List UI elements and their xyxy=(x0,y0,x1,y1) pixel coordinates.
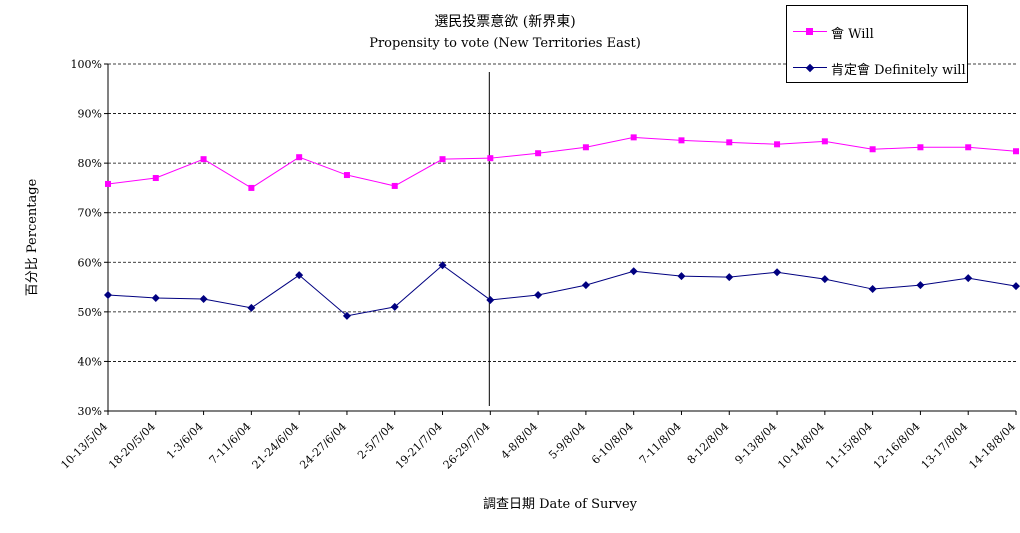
x-tick-label: 7-11/6/04 xyxy=(207,420,254,467)
legend-swatch-will xyxy=(793,26,827,38)
series-layer xyxy=(104,134,1020,320)
data-point-diamond xyxy=(868,285,877,294)
chart-subtitle: Propensity to vote (New Territories East… xyxy=(369,36,641,51)
x-tick-label: 8-12/8/04 xyxy=(685,420,732,467)
legend-label-will: 會 Will xyxy=(831,26,874,42)
x-tick-label: 10-13/5/04 xyxy=(58,420,110,472)
x-tick-label: 24-27/6/04 xyxy=(297,420,349,472)
data-point-diamond xyxy=(1012,282,1020,291)
data-point-diamond xyxy=(964,274,973,283)
data-point-square xyxy=(965,144,972,151)
data-point-square xyxy=(582,144,589,151)
data-point-square xyxy=(200,156,207,163)
x-tick-label: 18-20/5/04 xyxy=(106,420,158,472)
y-tick-label: 40% xyxy=(78,355,102,368)
data-point-diamond xyxy=(725,273,734,282)
data-point-diamond xyxy=(247,303,256,312)
y-tick-label: 100% xyxy=(71,58,102,71)
y-tick-label: 80% xyxy=(78,157,102,170)
y-tick-label: 60% xyxy=(78,256,102,269)
data-point-square xyxy=(630,134,637,141)
x-tick-label: 6-10/8/04 xyxy=(589,420,636,467)
x-tick-label: 13-17/8/04 xyxy=(919,420,971,472)
data-point-diamond xyxy=(581,281,590,290)
x-tick-label: 10-14/8/04 xyxy=(775,420,827,472)
legend-item-will: 會 Will xyxy=(793,23,874,42)
data-point-diamond xyxy=(773,268,782,277)
chart-legend: 會 Will 肯定會 Definitely will xyxy=(786,5,968,83)
data-point-diamond xyxy=(629,267,638,276)
legend-label-definitely-will: 肯定會 Definitely will xyxy=(831,62,966,78)
chart-title: 選民投票意欲 (新界東) xyxy=(434,14,576,30)
axes: 30% 40% 50% 60% 70% 80% 90% 100% 10-13/5/0418-20… xyxy=(25,58,1018,512)
data-point-diamond xyxy=(295,271,304,280)
data-point-square xyxy=(678,137,685,144)
data-point-diamond xyxy=(199,294,208,303)
data-point-diamond xyxy=(486,295,495,304)
y-tick-label: 30% xyxy=(78,405,102,418)
data-point-diamond xyxy=(677,272,686,281)
data-point-square xyxy=(296,154,303,161)
data-point-square xyxy=(152,175,159,182)
data-point-diamond xyxy=(390,302,399,311)
grid-lines xyxy=(108,63,1016,362)
data-point-square xyxy=(774,141,781,148)
x-tick-label: 21-24/6/04 xyxy=(250,420,302,472)
series-line-0 xyxy=(107,136,1017,189)
data-point-square xyxy=(917,144,924,151)
x-tick-label: 4-8/8/04 xyxy=(498,420,540,462)
data-point-square xyxy=(391,182,398,189)
data-point-square xyxy=(821,138,828,145)
data-point-square xyxy=(439,156,446,163)
x-tick-label: 7-11/8/04 xyxy=(637,420,684,467)
y-tick-label: 90% xyxy=(78,108,102,121)
series-line-1 xyxy=(107,264,1017,317)
x-tick-label: 5-9/8/04 xyxy=(546,420,588,462)
legend-item-definitely-will: 肯定會 Definitely will xyxy=(793,59,966,78)
x-axis-title: 調查日期 Date of Survey xyxy=(483,497,638,512)
data-point-square xyxy=(343,172,350,179)
data-point-square xyxy=(1013,148,1019,155)
legend-marker-diamond-icon xyxy=(805,63,815,73)
data-point-square xyxy=(869,146,876,153)
data-point-square xyxy=(105,180,111,187)
data-point-square xyxy=(487,155,494,162)
x-tick-label: 9-13/8/04 xyxy=(732,420,779,467)
data-point-diamond xyxy=(916,281,925,290)
y-tick-label: 50% xyxy=(78,306,102,319)
data-point-square xyxy=(726,139,733,146)
data-point-diamond xyxy=(534,291,543,300)
legend-marker-square-icon xyxy=(806,28,813,35)
data-point-diamond xyxy=(820,275,829,284)
data-point-diamond xyxy=(104,291,112,300)
legend-swatch-definitely-will xyxy=(793,62,827,74)
x-tick-label: 19-21/7/04 xyxy=(393,420,445,472)
x-tick-label: 1-3/6/04 xyxy=(164,420,206,462)
x-tick-label: 12-16/8/04 xyxy=(871,420,923,472)
x-tick-label: 11-15/8/04 xyxy=(823,420,875,472)
x-tick-label: 2-5/7/04 xyxy=(355,420,397,462)
data-point-square xyxy=(535,150,542,157)
y-axis-title: 百分比 Percentage xyxy=(25,178,40,296)
x-tick-label: 14-18/8/04 xyxy=(966,420,1018,472)
y-tick-label: 70% xyxy=(78,207,102,220)
data-point-diamond xyxy=(151,293,160,302)
data-point-diamond xyxy=(438,261,447,270)
x-tick-label: 26-29/7/04 xyxy=(441,420,493,472)
data-point-diamond xyxy=(342,311,351,320)
data-point-square xyxy=(248,184,255,191)
